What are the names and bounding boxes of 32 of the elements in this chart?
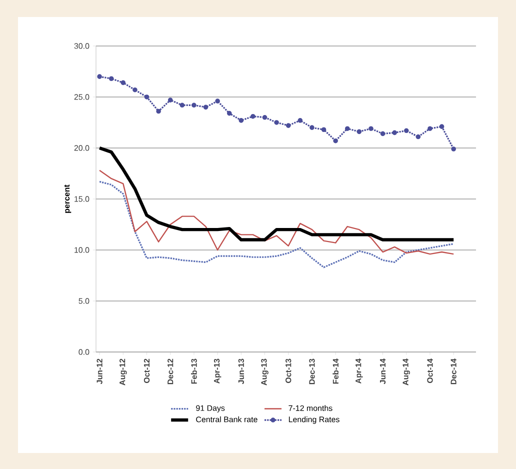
point	[274, 120, 279, 125]
point	[156, 108, 161, 114]
point	[356, 129, 362, 134]
point	[310, 125, 314, 130]
point	[416, 134, 421, 140]
point	[132, 87, 138, 92]
point	[392, 130, 397, 136]
point	[180, 102, 185, 108]
point	[120, 80, 126, 86]
point	[262, 114, 268, 120]
point	[451, 146, 456, 152]
point	[368, 126, 374, 132]
point	[333, 138, 338, 144]
point	[439, 124, 444, 129]
point	[97, 74, 102, 79]
point	[192, 102, 196, 108]
point	[203, 104, 208, 110]
point	[215, 98, 220, 104]
point	[286, 123, 291, 128]
point	[238, 118, 244, 123]
point	[380, 131, 386, 136]
point	[428, 126, 432, 132]
point	[144, 94, 150, 100]
point	[404, 128, 409, 134]
line-series	[98, 170, 454, 255]
point	[321, 127, 326, 132]
point	[226, 110, 232, 116]
point	[250, 114, 256, 119]
point	[298, 118, 303, 123]
point	[168, 98, 173, 102]
point	[108, 76, 114, 82]
point	[344, 126, 350, 132]
